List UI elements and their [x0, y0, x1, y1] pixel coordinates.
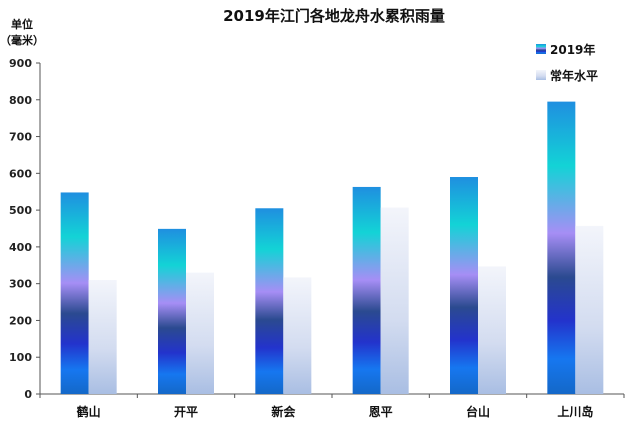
- bar-normal: [283, 277, 312, 394]
- x-category-label: 恩平: [369, 404, 393, 419]
- chart-title: 2019年江门各地龙舟水累积雨量: [223, 7, 445, 25]
- y-tick-label: 800: [9, 94, 32, 107]
- y-tick-label: 500: [9, 204, 32, 217]
- axes: 0 100 200 300 400 500 600 700 800 900: [9, 57, 625, 401]
- y-tick-label: 600: [9, 167, 32, 180]
- bars: [60, 101, 604, 394]
- bar-normal: [380, 207, 409, 394]
- bar-2019: [352, 186, 381, 394]
- bar-2019: [158, 228, 186, 394]
- y-tick-label: 200: [9, 314, 32, 327]
- x-category-label: 开平: [174, 405, 198, 419]
- y-tick-label: 900: [9, 57, 32, 70]
- y-tick-label: 300: [9, 278, 32, 291]
- x-category-label: 上川岛: [557, 404, 593, 419]
- y-unit-label-line1: 单位: [11, 17, 33, 31]
- legend-label-normal: 常年水平: [550, 68, 598, 83]
- bar-2019: [450, 177, 478, 394]
- legend-swatch-normal: [536, 70, 546, 80]
- x-category-label: 鹤山: [77, 404, 101, 419]
- y-unit-label-line2: （毫米）: [0, 33, 44, 47]
- bar-2019: [255, 208, 284, 394]
- bar-2019: [547, 101, 576, 394]
- y-tick-label: 400: [9, 241, 32, 254]
- category-labels: 鹤山 开平 新会 恩平 台山 上川岛: [77, 404, 594, 419]
- bar-normal: [88, 279, 117, 394]
- legend-swatch-2019: [536, 44, 546, 54]
- legend-label-2019: 2019年: [550, 42, 595, 57]
- x-category-label: 新会: [271, 404, 296, 419]
- bar-normal: [575, 225, 604, 394]
- y-tick-label: 100: [9, 351, 32, 364]
- bar-normal: [186, 272, 214, 394]
- x-category-label: 台山: [466, 404, 490, 419]
- y-tick-label: 700: [9, 131, 32, 144]
- bar-normal: [478, 266, 506, 394]
- bar-2019: [60, 192, 89, 394]
- y-tick-label: 0: [24, 388, 32, 401]
- legend: 2019年 常年水平: [536, 42, 598, 83]
